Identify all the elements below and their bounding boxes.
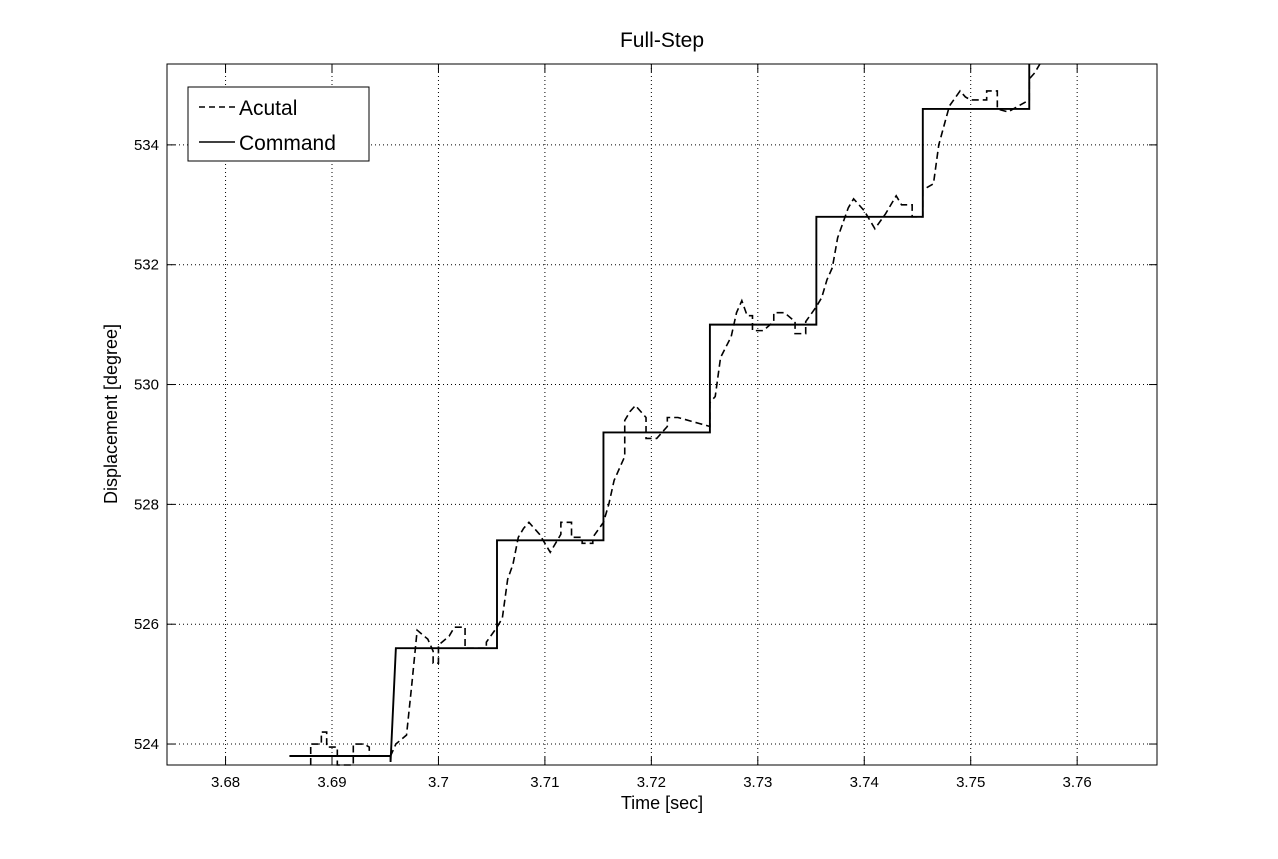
plot-frame [166,63,1158,766]
x-tick-label: 3.75 [956,774,985,791]
x-tick-label: 3.73 [743,774,772,791]
y-tick-label: 524 [134,736,159,753]
series-line-command [289,64,1031,763]
legend: Acutal Command [187,86,370,162]
tick-marks [167,64,1157,765]
y-axis-label: Displacement [degree] [101,324,121,504]
y-tick-label: 530 [134,377,159,394]
legend-box [187,86,370,162]
plot-area [167,64,1157,765]
x-tick-label: 3.68 [211,774,240,791]
y-tick-label: 528 [134,496,159,513]
y-tick-labels: 524 526 528 530 532 534 [134,137,159,753]
x-tick-labels: 3.68 3.69 3.7 3.71 3.72 3.73 3.74 3.75 3.76 [211,774,1092,791]
x-tick-label: 3.71 [530,774,559,791]
y-tick-label: 532 [134,257,159,274]
x-tick-label: 3.74 [850,774,879,791]
legend-label-acutal: Acutal [239,97,297,120]
x-tick-label: 3.69 [317,774,346,791]
legend-label-command: Command [239,132,336,155]
x-tick-label: 3.7 [428,774,449,791]
x-axis-label: Time [sec] [621,793,703,813]
series-layer [289,63,1041,766]
y-tick-label: 526 [134,616,159,633]
chart-title: Full-Step [620,29,704,52]
x-tick-label: 3.76 [1063,774,1092,791]
y-tick-label: 534 [134,137,159,154]
x-tick-label: 3.72 [637,774,666,791]
